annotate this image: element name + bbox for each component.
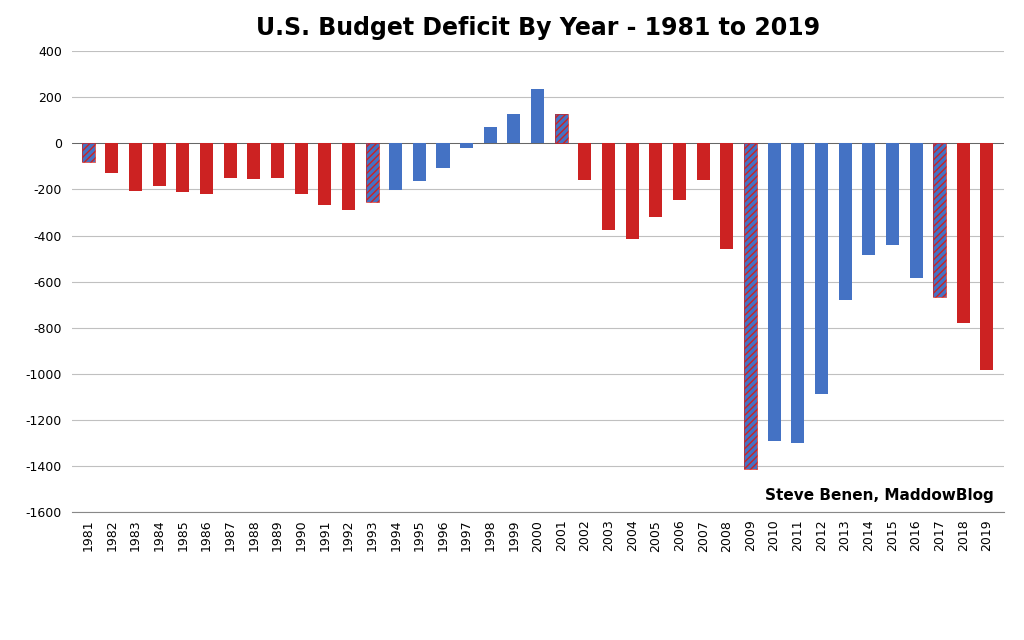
Bar: [200, 143, 213, 195]
Bar: [696, 143, 710, 180]
Bar: [886, 143, 899, 244]
Bar: [579, 143, 592, 180]
Bar: [271, 143, 284, 179]
Bar: [82, 143, 95, 161]
Bar: [980, 143, 993, 370]
Bar: [342, 143, 355, 210]
Bar: [744, 143, 757, 469]
Bar: [295, 143, 307, 195]
Bar: [909, 143, 923, 278]
Bar: [815, 143, 828, 394]
Bar: [839, 143, 852, 300]
Bar: [176, 143, 189, 192]
Bar: [933, 143, 946, 297]
Bar: [792, 143, 804, 443]
Title: U.S. Budget Deficit By Year - 1981 to 2019: U.S. Budget Deficit By Year - 1981 to 20…: [256, 15, 819, 40]
Bar: [862, 143, 876, 255]
Bar: [366, 143, 379, 202]
Bar: [673, 143, 686, 200]
Bar: [933, 143, 946, 297]
Bar: [768, 143, 780, 442]
Bar: [247, 143, 260, 179]
Bar: [223, 143, 237, 178]
Bar: [460, 143, 473, 148]
Bar: [413, 143, 426, 181]
Bar: [436, 143, 450, 168]
Bar: [602, 143, 615, 230]
Bar: [153, 143, 166, 186]
Bar: [555, 114, 567, 143]
Bar: [129, 143, 142, 191]
Bar: [82, 143, 95, 161]
Bar: [366, 143, 379, 202]
Bar: [318, 143, 331, 205]
Bar: [956, 143, 970, 323]
Bar: [105, 143, 119, 173]
Bar: [744, 143, 757, 469]
Bar: [720, 143, 733, 249]
Bar: [626, 143, 639, 239]
Bar: [531, 89, 544, 143]
Bar: [649, 143, 663, 216]
Text: Steve Benen, MaddowBlog: Steve Benen, MaddowBlog: [766, 488, 994, 503]
Bar: [555, 114, 567, 143]
Bar: [389, 143, 402, 190]
Bar: [508, 115, 520, 143]
Bar: [483, 127, 497, 143]
